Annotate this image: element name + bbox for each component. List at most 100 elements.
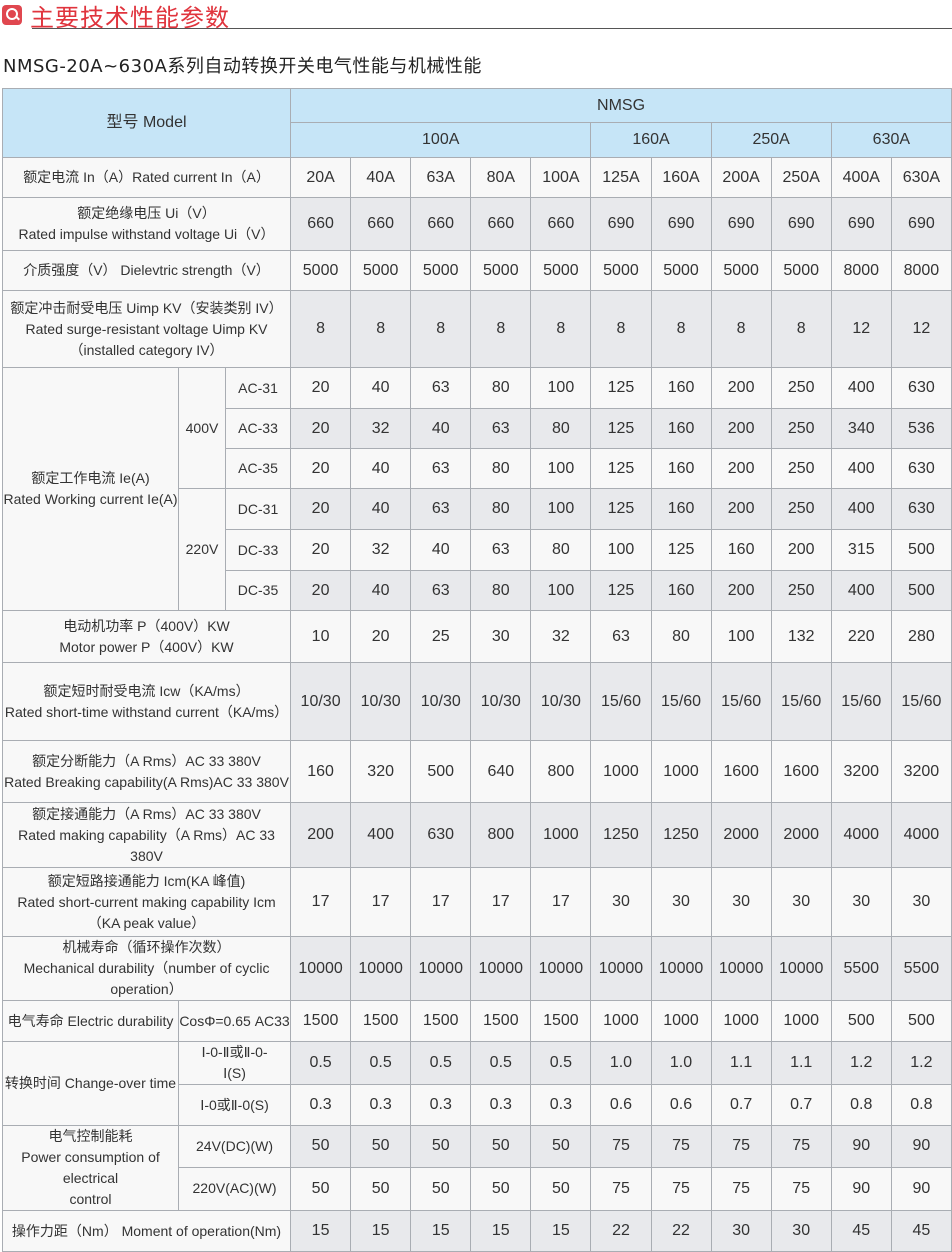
value-cell: 200 bbox=[710, 448, 772, 489]
value-cell: 640 bbox=[470, 740, 532, 803]
value-cell: 250 bbox=[770, 448, 832, 489]
value-cell: 250A bbox=[770, 157, 832, 198]
value-cell: 17 bbox=[410, 867, 472, 937]
value-cell: 100 bbox=[590, 529, 652, 571]
value-cell: 1600 bbox=[770, 740, 832, 803]
row-label: 额定短路接通能力 Icm(KA 峰值) Rated short-current … bbox=[1, 867, 292, 937]
value-cell: 20 bbox=[350, 610, 412, 663]
value-cell: 630 bbox=[410, 802, 472, 868]
value-cell: 15/60 bbox=[770, 662, 832, 741]
value-cell: 160 bbox=[290, 740, 352, 803]
series-header: NMSG bbox=[290, 88, 952, 123]
row-label: 24V(DC)(W) bbox=[177, 1125, 292, 1168]
value-cell: 0.3 bbox=[470, 1084, 532, 1126]
value-cell: 40 bbox=[410, 408, 472, 449]
value-cell: 1500 bbox=[290, 1000, 352, 1042]
value-cell: 80 bbox=[470, 367, 532, 409]
value-cell: 5000 bbox=[350, 250, 412, 291]
value-cell: 160 bbox=[710, 529, 772, 571]
value-cell: 90 bbox=[890, 1125, 952, 1168]
value-cell: 30 bbox=[830, 867, 892, 937]
value-cell: 20 bbox=[290, 408, 352, 449]
value-cell: 250 bbox=[770, 367, 832, 409]
value-cell: 50 bbox=[290, 1125, 352, 1168]
value-cell: 10000 bbox=[710, 936, 772, 1001]
value-cell: 125 bbox=[590, 448, 652, 489]
value-cell: 63 bbox=[410, 367, 472, 409]
row-sublabel: CosΦ=0.65 AC33 bbox=[177, 1000, 292, 1042]
value-cell: 1000 bbox=[590, 740, 652, 803]
value-cell: 125A bbox=[590, 157, 652, 198]
value-cell: 200 bbox=[710, 488, 772, 530]
value-cell: 500 bbox=[890, 570, 952, 611]
value-cell: 125 bbox=[590, 367, 652, 409]
table-row: 额定电流 In（A）Rated current In（A） 20A 40A 63A 80… bbox=[1, 157, 952, 198]
value-cell: 20 bbox=[290, 488, 352, 530]
value-cell: 30 bbox=[770, 867, 832, 937]
row-label: DC-35 bbox=[224, 570, 292, 611]
value-cell: 5000 bbox=[590, 250, 652, 291]
value-cell: 80 bbox=[470, 488, 532, 530]
value-cell: 80 bbox=[470, 570, 532, 611]
value-cell: 1.0 bbox=[650, 1041, 712, 1085]
value-cell: 10000 bbox=[350, 936, 412, 1001]
value-cell: 1500 bbox=[350, 1000, 412, 1042]
table-row: 额定冲击耐受电压 Uimp KV（安装类别 IV） Rated surge-re… bbox=[1, 290, 952, 368]
section-title: 主要技术性能参数 bbox=[0, 0, 230, 32]
spec-table: 型号 Model NMSG 100A 160A 250A 630A 额定电流 I… bbox=[1, 88, 952, 1252]
value-cell: 0.7 bbox=[710, 1084, 772, 1126]
value-cell: 8 bbox=[410, 290, 472, 368]
value-cell: 63 bbox=[590, 610, 652, 663]
value-cell: 17 bbox=[290, 867, 352, 937]
value-cell: 630 bbox=[890, 367, 952, 409]
value-cell: 3200 bbox=[830, 740, 892, 803]
value-cell: 660 bbox=[410, 197, 472, 251]
value-cell: 80A bbox=[470, 157, 532, 198]
value-cell: 690 bbox=[890, 197, 952, 251]
model-header: 型号 Model bbox=[1, 88, 292, 158]
value-cell: 50 bbox=[470, 1125, 532, 1168]
value-cell: 50 bbox=[350, 1166, 412, 1212]
value-cell: 15 bbox=[530, 1210, 592, 1252]
value-cell: 75 bbox=[710, 1125, 772, 1168]
value-cell: 660 bbox=[290, 197, 352, 251]
value-cell: 1000 bbox=[590, 1000, 652, 1042]
value-cell: 5000 bbox=[290, 250, 352, 291]
row-label: 额定电流 In（A）Rated current In（A） bbox=[1, 157, 292, 198]
value-cell: 800 bbox=[470, 802, 532, 868]
working-current-label: 额定工作电流 Ie(A) Rated Working current Ie(A) bbox=[2, 367, 179, 611]
value-cell: 75 bbox=[650, 1166, 712, 1212]
value-cell: 8000 bbox=[830, 250, 892, 291]
value-cell: 45 bbox=[830, 1210, 892, 1252]
value-cell: 200 bbox=[290, 802, 352, 868]
value-cell: 200 bbox=[710, 408, 772, 449]
row-label: 电气寿命 Electric durability bbox=[2, 1000, 179, 1042]
value-cell: 200 bbox=[770, 529, 832, 571]
value-cell: 1.0 bbox=[590, 1041, 652, 1085]
value-cell: 5000 bbox=[770, 250, 832, 291]
table-row: 操作力距（Nm） Moment of operation(Nm) 15 15 15 15… bbox=[1, 1210, 952, 1252]
value-cell: 10000 bbox=[530, 936, 592, 1001]
table-row: DC-33 20 32 40 63 80 100 125 160 200 315 500 bbox=[3, 529, 952, 571]
value-cell: 12 bbox=[830, 290, 892, 368]
value-cell: 8 bbox=[770, 290, 832, 368]
value-cell: 125 bbox=[650, 529, 712, 571]
value-cell: 100 bbox=[530, 448, 592, 489]
value-cell: 20 bbox=[290, 529, 352, 571]
value-cell: 690 bbox=[590, 197, 652, 251]
group-header-250a: 250A bbox=[710, 122, 832, 158]
value-cell: 132 bbox=[770, 610, 832, 663]
value-cell: 15/60 bbox=[650, 662, 712, 741]
value-cell: 200A bbox=[710, 157, 772, 198]
row-label: AC-31 bbox=[224, 367, 292, 409]
row-label: 额定接通能力（A Rms）AC 33 380V Rated making cap… bbox=[1, 802, 292, 868]
value-cell: 80 bbox=[530, 529, 592, 571]
value-cell: 50 bbox=[530, 1166, 592, 1212]
value-cell: 63 bbox=[410, 448, 472, 489]
value-cell: 40A bbox=[350, 157, 412, 198]
value-cell: 0.3 bbox=[530, 1084, 592, 1126]
value-cell: 63A bbox=[410, 157, 472, 198]
value-cell: 10000 bbox=[470, 936, 532, 1001]
value-cell: 660 bbox=[470, 197, 532, 251]
value-cell: 1.1 bbox=[710, 1041, 772, 1085]
